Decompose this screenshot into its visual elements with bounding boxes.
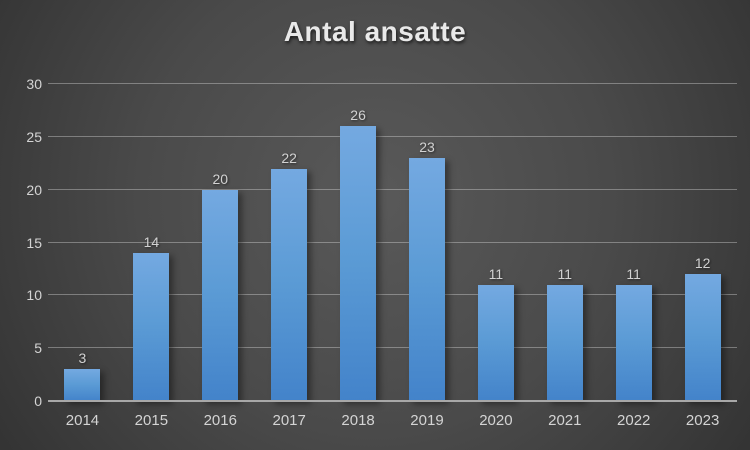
- plot-area: 3 14 20 22 26 23 11 11 11 12: [48, 83, 737, 402]
- y-tick-label: 5: [34, 340, 42, 357]
- x-tick-label: 2018: [341, 412, 375, 429]
- bar-value-label: 11: [557, 265, 573, 282]
- x-axis-line: [48, 400, 737, 402]
- x-tick-label: 2019: [410, 412, 444, 429]
- gridline: [48, 188, 737, 190]
- x-tick-label: 2021: [548, 412, 582, 429]
- bar-column: 20: [186, 84, 255, 401]
- bar-column: 11: [530, 84, 599, 401]
- x-tick-label: 2022: [617, 412, 651, 429]
- x-tick-label: 2020: [479, 412, 513, 429]
- bar-value-label: 14: [143, 234, 160, 251]
- bar-value-label: 3: [78, 350, 87, 367]
- bar-column: 11: [461, 84, 530, 401]
- gridline: [48, 347, 737, 349]
- y-tick-label: 30: [26, 76, 42, 92]
- bar-value-label: 23: [419, 138, 435, 155]
- bar-column: 26: [324, 84, 393, 401]
- bar-column: 11: [599, 84, 668, 401]
- y-axis: 0 5 10 15 20 25 30: [8, 77, 42, 408]
- gridline: [48, 83, 737, 84]
- x-tick-label: 2017: [272, 412, 306, 429]
- bar-column: 14: [117, 84, 186, 401]
- bar: [271, 168, 308, 401]
- bar-column: 12: [668, 84, 737, 401]
- x-axis: 2014 2015 2016 2017 2018 2019 2020 2021 2022 2023: [48, 412, 737, 434]
- x-tick-label: 2023: [685, 412, 720, 429]
- gridline: [48, 135, 737, 137]
- y-tick-label: 0: [34, 393, 42, 409]
- chart-title: Antal ansatte: [283, 16, 467, 47]
- bar: [202, 189, 239, 401]
- x-tick-label: 2015: [134, 412, 169, 429]
- bar: [684, 274, 721, 401]
- bar-column: 23: [393, 84, 462, 401]
- bar-value-label: 11: [488, 265, 504, 282]
- x-tick-label: 2014: [65, 412, 100, 429]
- bar: [133, 253, 170, 401]
- bar: [546, 284, 583, 401]
- bars-row: 3 14 20 22 26 23 11 11 11 12: [48, 84, 737, 401]
- bar-column: 22: [255, 84, 324, 401]
- y-tick-label: 20: [26, 181, 42, 198]
- y-tick-label: 15: [26, 234, 42, 251]
- bar-value-label: 26: [350, 107, 366, 124]
- bar-value-label: 20: [212, 170, 229, 187]
- bar: [64, 369, 101, 401]
- bar: [477, 284, 514, 401]
- y-tick-label: 25: [26, 128, 42, 145]
- bar-value-label: 11: [626, 265, 641, 282]
- bar-value-label: 12: [694, 255, 711, 272]
- gridline: [48, 294, 737, 296]
- y-tick-label: 10: [26, 287, 42, 304]
- bar: [615, 284, 652, 401]
- bar-value-label: 22: [281, 149, 297, 166]
- bar: [408, 157, 445, 401]
- bar: [340, 126, 377, 401]
- x-tick-label: 2016: [203, 412, 237, 429]
- gridline: [48, 241, 737, 243]
- bar-column: 3: [48, 84, 117, 401]
